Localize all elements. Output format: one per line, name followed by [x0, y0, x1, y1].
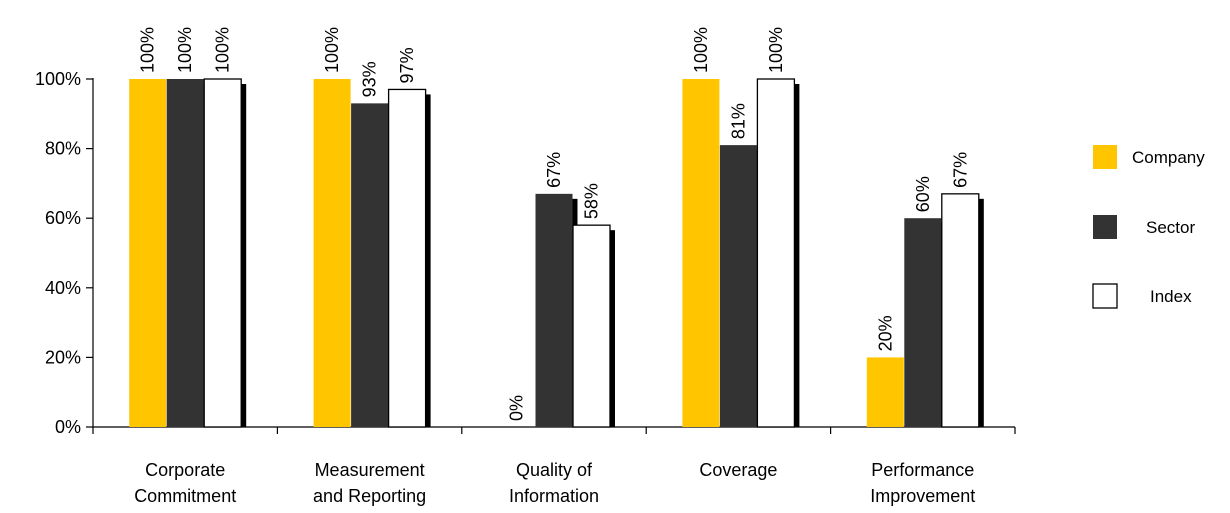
- data-label: 60%: [913, 176, 933, 212]
- legend-label: Company: [1132, 148, 1205, 167]
- data-label: 100%: [175, 27, 195, 73]
- y-tick-label: 0%: [55, 417, 81, 437]
- bar-company: [129, 79, 167, 427]
- data-label: 81%: [728, 103, 748, 139]
- y-tick-label: 100%: [35, 69, 81, 89]
- y-tick-label: 60%: [45, 208, 81, 228]
- category-label: and Reporting: [313, 486, 426, 506]
- data-label: 100%: [766, 27, 786, 73]
- data-label: 20%: [875, 315, 895, 351]
- category-label: Improvement: [870, 486, 975, 506]
- legend-label: Index: [1150, 287, 1192, 306]
- category-label: Performance: [871, 460, 974, 480]
- bar-index: [387, 88, 427, 428]
- data-label: 67%: [544, 152, 564, 188]
- legend-label: Sector: [1146, 218, 1195, 237]
- data-label: 67%: [950, 152, 970, 188]
- category-label: Information: [509, 486, 599, 506]
- bar-company: [313, 79, 351, 427]
- bar-company: [682, 79, 720, 427]
- category-label: Measurement: [315, 460, 425, 480]
- bar-sector: [166, 79, 204, 427]
- category-label: Quality of: [516, 460, 593, 480]
- bar-index: [572, 224, 611, 428]
- bar-sector: [904, 218, 942, 427]
- bar-sector: [351, 103, 389, 428]
- legend-swatch-sector: [1093, 215, 1117, 239]
- bar-sector: [535, 193, 573, 427]
- legend-swatch-index: [1092, 283, 1118, 309]
- data-label: 100%: [138, 27, 158, 73]
- data-label: 97%: [397, 47, 417, 83]
- data-label: 0%: [507, 395, 527, 421]
- y-tick-label: 40%: [45, 278, 81, 298]
- y-tick-label: 80%: [45, 139, 81, 159]
- bar-index: [756, 78, 796, 428]
- data-label: 100%: [322, 27, 342, 73]
- category-label: Commitment: [134, 486, 236, 506]
- bar-company: [866, 357, 904, 427]
- category-label: Coverage: [699, 460, 777, 480]
- bar-index: [203, 78, 242, 428]
- data-label: 100%: [691, 27, 711, 73]
- y-tick-label: 20%: [45, 347, 81, 367]
- bar-index: [941, 193, 980, 428]
- data-label: 100%: [213, 27, 233, 73]
- data-label: 58%: [582, 183, 602, 219]
- data-label: 93%: [360, 61, 380, 97]
- bar-sector: [719, 145, 757, 427]
- category-label: Corporate: [145, 460, 225, 480]
- legend-swatch-company: [1093, 145, 1117, 169]
